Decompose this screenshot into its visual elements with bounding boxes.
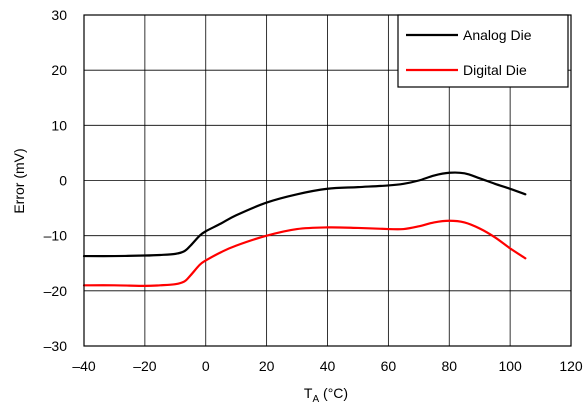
y-tick-label: 0	[59, 173, 67, 189]
x-tick-label: –40	[72, 358, 96, 374]
y-tick-label: 20	[51, 62, 67, 78]
y-tick-label: –10	[44, 228, 68, 244]
y-tick-label: 10	[51, 117, 67, 133]
series-line-digital-die	[82, 219, 527, 287]
x-tick-label: 40	[320, 358, 336, 374]
x-tick-label: 100	[498, 358, 522, 374]
x-axis-label-subscript: A	[312, 394, 319, 405]
legend-box	[397, 14, 569, 88]
x-axis-label: TA (°C)	[304, 385, 348, 405]
y-tick-labels: –30 –20 –10 0 10 20 30	[44, 7, 68, 354]
y-tick-label: –20	[44, 283, 68, 299]
y-tick-label: –30	[44, 338, 68, 354]
plot-area-frame	[83, 14, 572, 347]
series-line-analog-die	[82, 171, 527, 258]
x-tick-labels: –40 –20 0 20 40 60 80 100 120	[72, 358, 583, 374]
grid-lines	[83, 14, 572, 347]
x-tick-label: 0	[202, 358, 210, 374]
series-group	[82, 171, 527, 287]
x-tick-label: 120	[559, 358, 583, 374]
y-tick-label: 30	[51, 7, 67, 23]
x-tick-label: 60	[381, 358, 397, 374]
x-axis-label-main: T	[304, 385, 313, 401]
x-tick-label: 80	[441, 358, 457, 374]
x-axis-label-suffix: (°C)	[319, 385, 348, 401]
legend: Analog Die Digital Die	[397, 14, 569, 88]
legend-label-analog-die: Analog Die	[463, 27, 532, 43]
y-axis-label: Error (mV)	[11, 148, 27, 213]
x-tick-label: –20	[133, 358, 157, 374]
legend-label-digital-die: Digital Die	[463, 62, 527, 78]
x-tick-label: 20	[259, 358, 275, 374]
